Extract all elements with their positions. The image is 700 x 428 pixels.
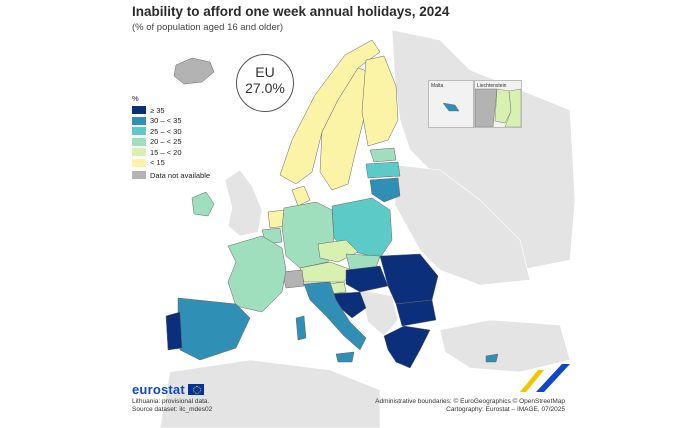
- legend-swatch: [132, 148, 146, 157]
- sardinia-shape: [295, 315, 307, 341]
- legend-label: 30 – < 35: [150, 116, 182, 126]
- liechtenstein-shape: [494, 88, 512, 124]
- uk-land: [224, 169, 263, 237]
- legend: % ≥ 35 30 – < 35 25 – < 30 20 – < 25 15 …: [132, 94, 210, 181]
- liechtenstein-inset-map: [474, 88, 522, 128]
- france-shape: [227, 235, 287, 313]
- legend-row: 20 – < 25: [132, 137, 210, 148]
- legend-row: 30 – < 35: [132, 116, 210, 127]
- sweden-shape: [319, 67, 371, 191]
- legend-unit: %: [132, 94, 139, 103]
- italy-shape: [303, 281, 367, 351]
- legend-swatch: [132, 158, 146, 167]
- footnote-provisional: Lithuania: provisional data.: [132, 398, 210, 405]
- iceland-shape: [173, 57, 215, 85]
- map-subtitle: (% of population aged 16 and older): [132, 22, 284, 33]
- estonia-shape: [369, 147, 397, 163]
- legend-row: < 15: [132, 158, 210, 169]
- liechtenstein-neighbour-shape: [474, 88, 498, 128]
- cyprus-shape: [485, 353, 499, 363]
- legend-swatch: [132, 106, 146, 115]
- legend-row-na: Data not available: [132, 170, 210, 181]
- legend-swatch: [132, 116, 146, 125]
- denmark-shape: [291, 185, 311, 207]
- eurostat-logo-text: eurostat: [132, 382, 185, 397]
- legend-label: < 15: [150, 158, 165, 168]
- eu-flag-icon: [187, 384, 204, 395]
- eu-value: 27.0%: [245, 80, 285, 96]
- credit-cartography: Cartography: Eurostat – IMAGE, 07/2025: [446, 406, 565, 413]
- hungary-shape: [345, 265, 389, 293]
- legend-row: ≥ 35: [132, 105, 210, 116]
- eu-label: EU: [255, 64, 275, 80]
- ireland-shape: [191, 191, 215, 217]
- sicily-shape: [335, 351, 355, 363]
- footnote-source: Source dataset: ilc_mdes02: [132, 406, 213, 413]
- liechtenstein-inset: Liechtenstein: [474, 80, 522, 128]
- bulgaria-shape: [395, 299, 437, 327]
- balkans-non-eu-land: [359, 289, 399, 337]
- brand-blue-stripe: [536, 364, 570, 392]
- legend-swatch: [132, 127, 146, 136]
- malta-inset-map: [442, 102, 460, 112]
- legend-label: ≥ 35: [150, 105, 165, 115]
- africa-land: [159, 359, 381, 428]
- eurostat-brand-stripes: [520, 364, 570, 392]
- liechtenstein-inset-label: Liechtenstein: [477, 83, 507, 89]
- legend-label: 15 – < 20: [150, 147, 182, 157]
- eurostat-logo: eurostat: [132, 382, 204, 397]
- legend-label: 25 – < 30: [150, 126, 182, 136]
- greece-shape: [383, 325, 431, 369]
- lithuania-shape: [369, 177, 401, 203]
- eu-average-badge: EU 27.0%: [236, 54, 294, 112]
- malta-inset: Malta: [428, 80, 474, 128]
- map-title: Inability to afford one week annual holi…: [132, 4, 450, 19]
- malta-shape: [442, 102, 460, 112]
- finland-shape: [361, 55, 399, 147]
- portugal-shape: [165, 311, 183, 351]
- latvia-shape: [365, 161, 401, 179]
- switzerland-shape: [281, 269, 305, 289]
- brand-yellow-stripe: [520, 370, 544, 392]
- legend-swatch: [132, 137, 146, 146]
- malta-inset-label: Malta: [431, 83, 444, 89]
- credit-boundaries: Administrative boundaries: © EuroGeograp…: [375, 398, 565, 405]
- legend-label: Data not available: [150, 170, 211, 180]
- spain-shape: [177, 297, 251, 361]
- legend-row: 15 – < 20: [132, 147, 210, 158]
- belarus-ukraine-land: [394, 164, 531, 286]
- legend-swatch: [132, 171, 146, 180]
- countries: [165, 39, 499, 369]
- turkey-land: [439, 319, 571, 373]
- legend-row: 25 – < 30: [132, 126, 210, 137]
- legend-label: 20 – < 25: [150, 137, 182, 147]
